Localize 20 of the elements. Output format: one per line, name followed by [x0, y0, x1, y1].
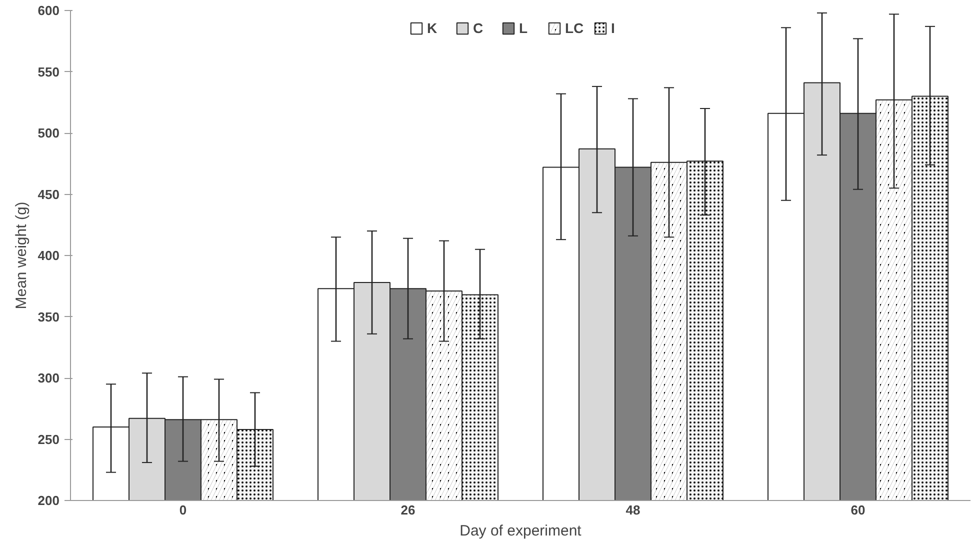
- y-tick-label: 600: [38, 3, 60, 18]
- legend-label: I: [611, 20, 616, 36]
- legend-label: C: [473, 20, 484, 36]
- legend-label: LC: [565, 20, 585, 36]
- y-tick-label: 200: [38, 493, 60, 508]
- x-tick-label: 60: [850, 502, 866, 518]
- legend-label: L: [519, 20, 529, 36]
- y-tick-label: 500: [38, 126, 60, 140]
- x-tick-label: 48: [626, 502, 640, 518]
- x-axis-title: Day of experiment: [460, 522, 582, 540]
- y-tick-label: 450: [38, 186, 60, 202]
- x-tick-label: 26: [400, 502, 416, 518]
- y-tick-label: 300: [38, 370, 60, 386]
- x-tick-label: 0: [179, 502, 187, 518]
- y-axis-title: Mean weight (g): [12, 202, 30, 310]
- y-tick-label: 350: [38, 309, 60, 324]
- y-tick-label: 400: [38, 248, 60, 263]
- legend-label: K: [427, 20, 438, 36]
- y-tick-label: 550: [38, 64, 60, 80]
- y-tick-label: 250: [38, 432, 60, 447]
